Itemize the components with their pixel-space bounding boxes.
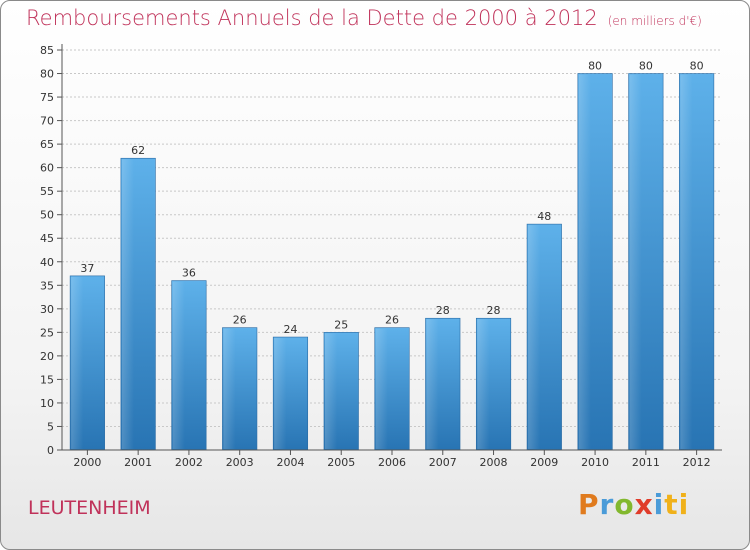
y-tick-label: 30 <box>40 303 54 316</box>
bar-highlight <box>629 74 642 449</box>
chart-title-text: Remboursements Annuels de la Dette de 20… <box>26 6 598 30</box>
x-tick-label: 2002 <box>175 456 203 469</box>
logo-letter: i <box>653 488 665 521</box>
bar-highlight <box>121 159 134 449</box>
logo-letter: x <box>634 488 654 521</box>
x-tick-label: 2001 <box>124 456 152 469</box>
bar-value-label: 80 <box>690 60 704 73</box>
bar-highlight <box>426 319 439 449</box>
y-tick-label: 35 <box>40 279 54 292</box>
x-tick-label: 2010 <box>581 456 609 469</box>
bar-value-label: 80 <box>639 60 653 73</box>
y-tick-label: 65 <box>40 138 54 151</box>
y-tick-label: 75 <box>40 91 54 104</box>
y-tick-label: 80 <box>40 68 54 81</box>
bar-highlight <box>274 338 287 449</box>
bar-highlight <box>578 74 591 449</box>
y-tick-label: 85 <box>40 44 54 57</box>
x-tick-label: 2006 <box>378 456 406 469</box>
bars-group: 37 62 36 26 24 25 26 28 28 48 80 80 80 <box>69 60 715 451</box>
axes-group: 0 5 10 15 20 25 30 35 40 45 50 55 60 65 70 75 80 85 2000 20… <box>40 44 722 469</box>
bar-value-label: 24 <box>283 323 297 336</box>
proxiti-logo: Proxiti <box>578 488 689 521</box>
logo-letter: r <box>599 488 615 521</box>
logo-letter: P <box>578 488 600 521</box>
bar-value-label: 25 <box>334 318 348 331</box>
logo-letter: o <box>614 488 635 521</box>
y-tick-label: 25 <box>40 326 54 339</box>
y-tick-label: 70 <box>40 115 54 128</box>
bar-value-label: 37 <box>80 262 94 275</box>
x-tick-label: 2005 <box>327 456 355 469</box>
bar-highlight <box>172 281 185 449</box>
bar-value-label: 26 <box>233 314 247 327</box>
bar-highlight <box>71 276 84 449</box>
bar-highlight <box>324 333 338 449</box>
bar-value-label: 62 <box>131 144 145 157</box>
bar-highlight <box>477 319 490 449</box>
logo-letter: ti <box>664 488 690 521</box>
bar-value-label: 28 <box>487 304 501 317</box>
bar-highlight <box>223 328 236 449</box>
bar-highlight <box>375 328 388 449</box>
x-tick-label: 2009 <box>530 456 558 469</box>
bar-value-label: 36 <box>182 267 196 280</box>
y-tick-label: 45 <box>40 232 54 245</box>
x-tick-label: 2008 <box>480 456 508 469</box>
y-tick-label: 15 <box>40 373 54 386</box>
y-tick-label: 5 <box>47 420 54 433</box>
y-tick-label: 55 <box>40 185 54 198</box>
bar-value-label: 26 <box>385 314 399 327</box>
y-tick-label: 60 <box>40 162 54 175</box>
x-tick-label: 2007 <box>429 456 457 469</box>
bar-highlight <box>680 74 693 449</box>
x-tick-label: 2003 <box>226 456 254 469</box>
bar-value-label: 28 <box>436 304 450 317</box>
chart-title: Remboursements Annuels de la Dette de 20… <box>26 6 702 30</box>
bar-value-label: 80 <box>588 60 602 73</box>
x-tick-label: 2004 <box>276 456 304 469</box>
y-tick-label: 20 <box>40 350 54 363</box>
y-tick-label: 0 <box>47 444 54 457</box>
bar-highlight <box>528 225 541 449</box>
commune-name: LEUTENHEIM <box>28 497 151 519</box>
x-tick-label: 2011 <box>632 456 660 469</box>
y-tick-label: 50 <box>40 209 54 222</box>
y-tick-label: 40 <box>40 256 54 269</box>
chart-unit-label: (en milliers d'€) <box>607 14 702 28</box>
x-tick-label: 2000 <box>73 456 101 469</box>
y-tick-label: 10 <box>40 397 54 410</box>
bar-value-label: 48 <box>537 210 551 223</box>
x-tick-label: 2012 <box>683 456 711 469</box>
